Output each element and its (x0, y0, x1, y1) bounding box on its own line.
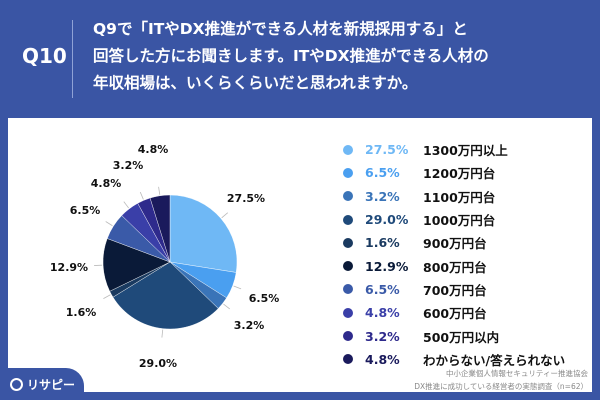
data-label: 27.5% (227, 192, 265, 205)
pie-slice (169, 194, 238, 273)
legend-item: 6.5% 1200万円台 (340, 161, 565, 184)
legend-dot-icon (343, 191, 353, 202)
legend-dot-icon (343, 261, 353, 272)
pie-slice (112, 261, 219, 330)
legend-percent: 29.0% (365, 212, 409, 228)
legend: 27.5% 1300万円以上 6.5% 1200万円台 3.2% 1100万円台 29.0%… (340, 138, 565, 371)
leader-line (158, 186, 161, 195)
leader-line (221, 212, 229, 219)
data-label: 3.2% (234, 319, 265, 332)
legend-percent: 27.5% (365, 142, 409, 158)
leader-line (233, 285, 242, 290)
legend-dot-icon (343, 237, 353, 248)
legend-percent: 12.9% (365, 258, 409, 274)
legend-item: 12.9% 800万円台 (340, 254, 565, 277)
legend-label: 800万円台 (423, 259, 487, 275)
question-number: Q10 (22, 44, 67, 68)
legend-label: 900万円台 (423, 236, 487, 252)
data-label: 6.5% (249, 292, 280, 305)
question-line: 回答した方にお聞きします。ITやDX推進ができる人材の (93, 47, 489, 65)
legend-percent: 6.5% (365, 281, 400, 297)
legend-label: わからない/答えられない (423, 352, 566, 368)
legend-dot-icon (343, 144, 353, 155)
legend-item: 27.5% 1300万円以上 (340, 138, 565, 161)
leader-line (139, 191, 144, 200)
legend-dot-icon (343, 214, 353, 225)
legend-item: 4.8% わからない/答えられない (340, 348, 565, 371)
legend-label: 1200万円台 (423, 166, 496, 182)
legend-percent: 3.2% (365, 328, 400, 344)
legend-label: 1000万円台 (423, 213, 496, 229)
logo-text: リサピー (27, 377, 76, 392)
legend-percent: 6.5% (365, 165, 400, 181)
source-line-2: DX推進に成功している経営者の実態調査（n=62） (414, 382, 588, 391)
legend-percent: 1.6% (365, 235, 400, 251)
data-label: 3.2% (113, 159, 144, 172)
pin-icon (10, 377, 23, 391)
legend-label: 700万円台 (423, 282, 487, 298)
logo: リサピー (0, 368, 84, 400)
data-label: 4.8% (138, 143, 169, 156)
source-line-1: 中小企業個人情報セキュリティー推進協会 (445, 369, 588, 378)
data-label: 1.6% (66, 306, 97, 319)
legend-label: 1300万円以上 (423, 143, 508, 159)
leader-line (223, 303, 231, 310)
header-divider (72, 20, 73, 98)
leader-line (161, 329, 164, 338)
legend-item: 3.2% 500万円以内 (340, 324, 565, 347)
legend-item: 6.5% 700万円台 (340, 278, 565, 301)
legend-dot-icon (343, 307, 353, 318)
legend-dot-icon (343, 284, 353, 295)
legend-dot-icon (343, 331, 353, 342)
legend-dot-icon (343, 167, 353, 178)
legend-dot-icon (343, 354, 353, 365)
data-label: 6.5% (70, 204, 101, 217)
legend-item: 4.8% 600万円台 (340, 301, 565, 324)
data-label: 29.0% (139, 357, 177, 370)
legend-percent: 4.8% (365, 351, 400, 367)
legend-percent: 4.8% (365, 305, 400, 321)
leader-line (103, 294, 111, 299)
question-line: Q9で「ITやDX推進ができる人材を新規採用する」と (93, 20, 468, 38)
legend-percent: 3.2% (365, 188, 400, 204)
leader-line (123, 201, 129, 209)
legend-label: 500万円以内 (423, 329, 500, 345)
legend-item: 29.0% 1000万円台 (340, 208, 565, 231)
leader-line (105, 221, 113, 227)
data-label: 12.9% (50, 261, 88, 274)
question-line: 年収相場は、いくらくらいだと思われますか。 (93, 74, 418, 92)
legend-item: 3.2% 1100万円台 (340, 185, 565, 208)
legend-label: 1100万円台 (423, 189, 496, 205)
pie-slice (149, 194, 171, 263)
data-label: 4.8% (91, 177, 122, 190)
legend-label: 600万円台 (423, 306, 487, 322)
legend-item: 1.6% 900万円台 (340, 231, 565, 254)
question-text: Q9で「ITやDX推進ができる人材を新規採用する」と 回答した方にお聞きします。… (93, 16, 583, 97)
